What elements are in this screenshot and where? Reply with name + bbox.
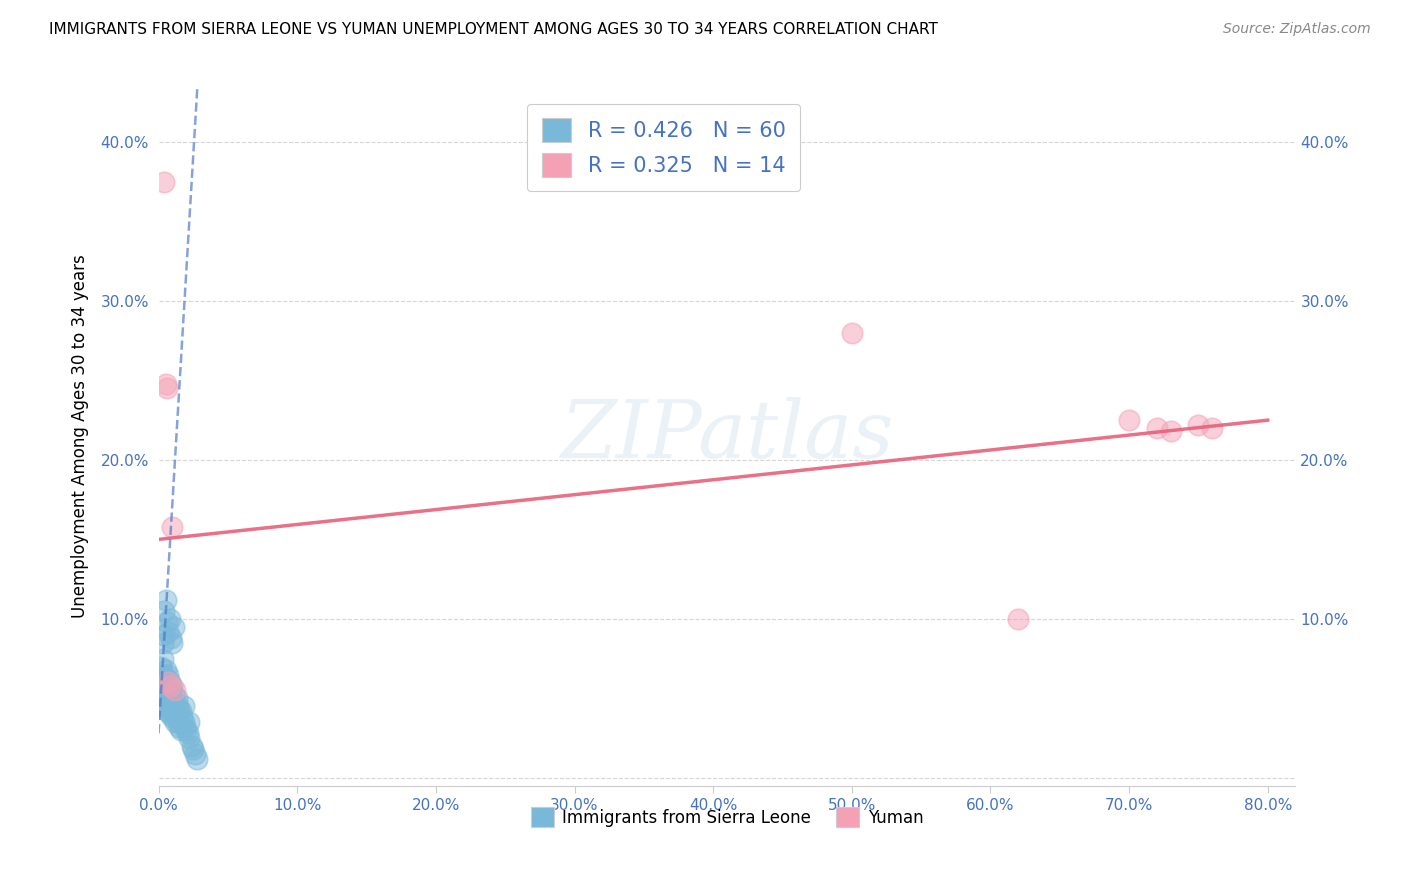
Point [841,326,863,340]
Point [149,683,172,698]
Point [170,704,193,718]
Point [153,628,176,642]
Point [166,691,188,706]
Point [163,707,186,722]
Point [156,615,179,629]
Point [180,739,202,753]
Point [150,675,173,690]
Point [186,752,208,766]
Point [153,604,176,618]
Point [160,704,183,718]
Point [1201,421,1223,435]
Point [152,636,174,650]
Point [162,519,184,533]
Point [167,699,190,714]
Point [159,612,181,626]
Point [183,747,205,761]
Point [155,592,177,607]
Text: IMMIGRANTS FROM SIERRA LEONE VS YUMAN UNEMPLOYMENT AMONG AGES 30 TO 34 YEARS COR: IMMIGRANTS FROM SIERRA LEONE VS YUMAN UN… [49,22,938,37]
Point [1118,413,1140,427]
Point [1146,421,1168,435]
Point [155,694,177,708]
Point [153,683,176,698]
Point [159,691,181,706]
Legend: Immigrants from Sierra Leone, Yuman: Immigrants from Sierra Leone, Yuman [524,801,931,833]
Point [159,707,181,722]
Point [150,659,173,673]
Text: Source: ZipAtlas.com: Source: ZipAtlas.com [1223,22,1371,37]
Point [172,710,194,724]
Point [153,699,176,714]
Point [152,675,174,690]
Point [169,720,191,734]
Point [176,723,198,738]
Point [177,715,200,730]
Point [157,675,180,690]
Point [162,710,184,724]
Point [159,675,181,690]
Text: ZIPatlas: ZIPatlas [560,397,894,475]
Point [153,175,176,189]
Point [1187,417,1209,432]
Point [157,624,180,639]
Point [157,699,180,714]
Point [165,694,187,708]
Point [155,679,177,693]
Point [166,710,188,724]
Point [162,679,184,693]
Point [174,720,197,734]
Point [156,704,179,718]
Point [169,704,191,718]
Point [167,715,190,730]
Point [163,620,186,634]
Point [157,667,180,681]
Point [177,731,200,745]
Point [160,631,183,645]
Point [173,715,195,730]
Point [176,726,198,740]
Point [156,688,179,702]
Point [165,683,187,698]
Point [156,673,179,687]
Point [155,376,177,391]
Point [157,683,180,698]
Point [152,691,174,706]
Point [156,381,179,395]
Point [159,679,181,693]
Point [160,683,183,698]
Point [152,651,174,665]
Point [162,694,184,708]
Point [170,723,193,738]
Point [181,742,204,756]
Point [165,715,187,730]
Point [1007,612,1029,626]
Point [162,636,184,650]
Point [1160,425,1182,439]
Point [163,688,186,702]
Point [153,667,176,681]
Y-axis label: Unemployment Among Ages 30 to 34 years: Unemployment Among Ages 30 to 34 years [72,254,89,618]
Point [155,663,177,677]
Point [173,699,195,714]
